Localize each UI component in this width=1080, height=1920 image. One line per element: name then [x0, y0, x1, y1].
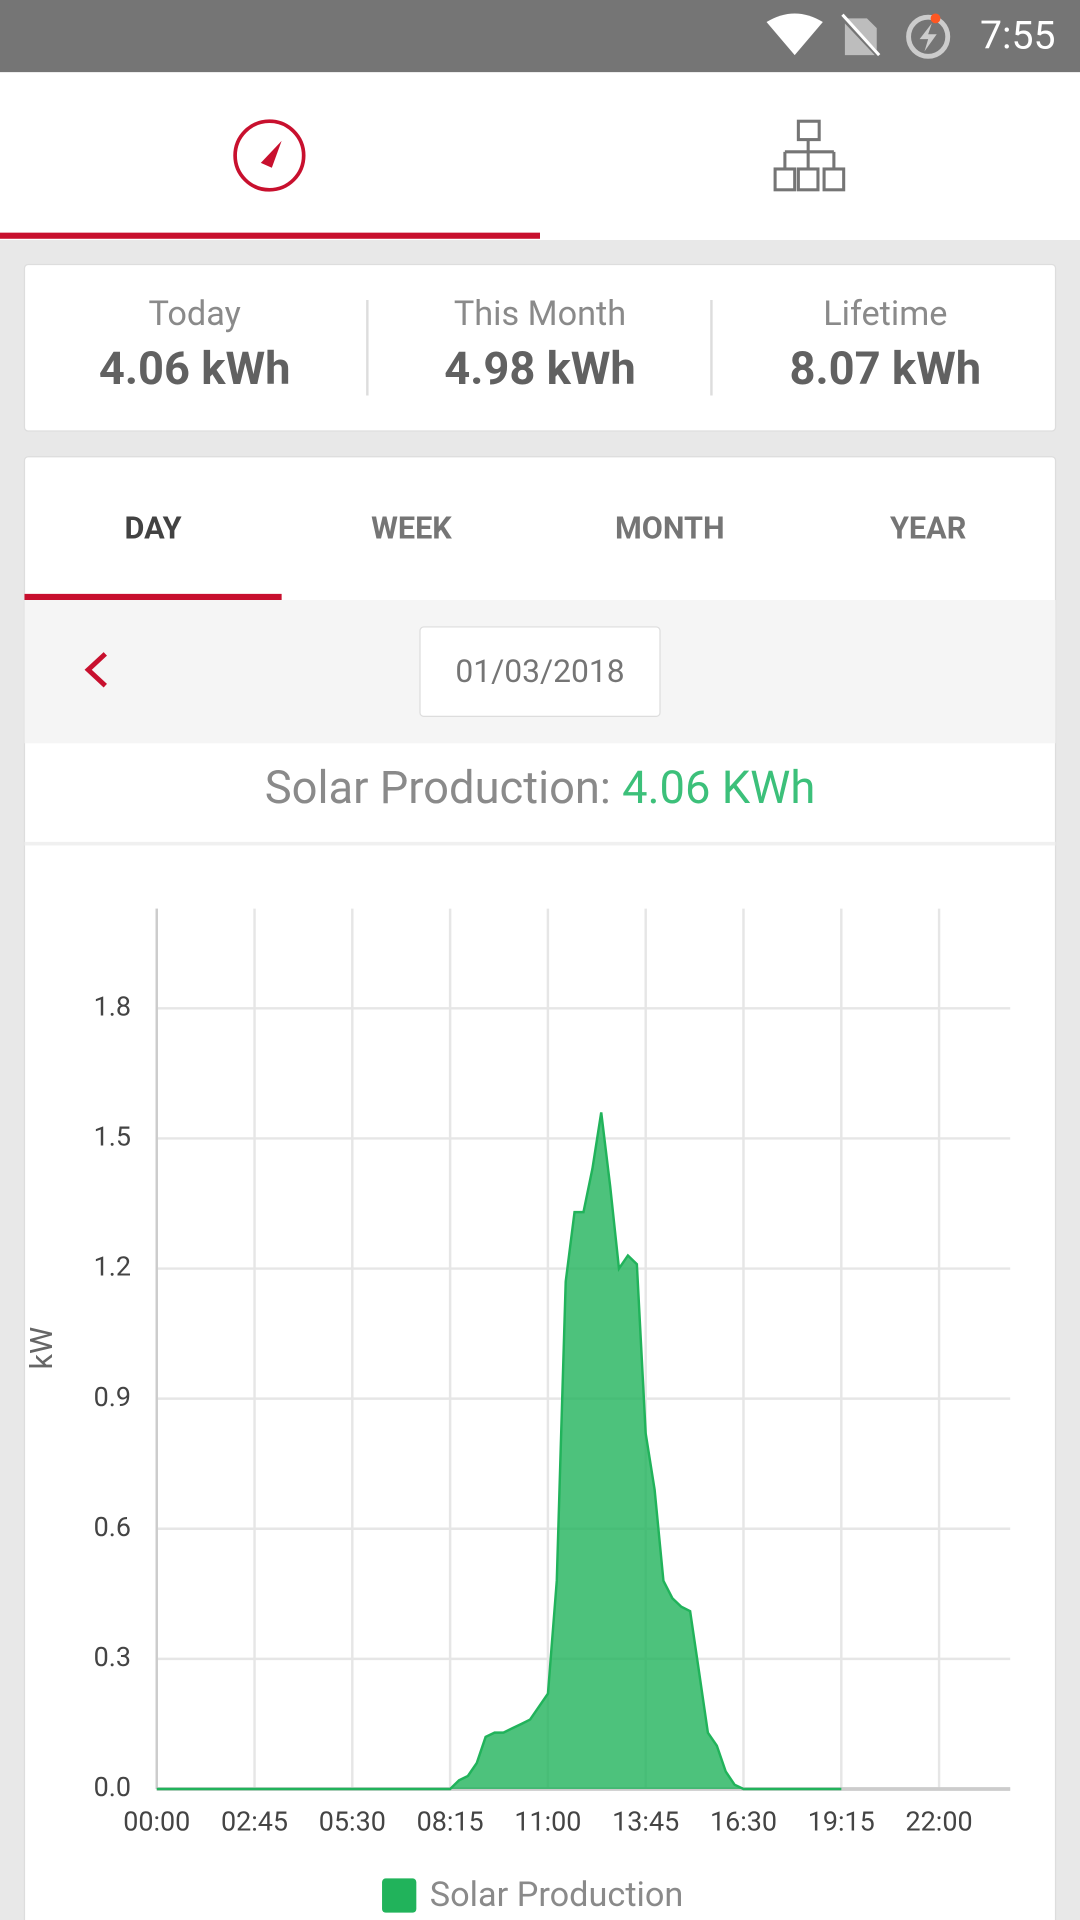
y-tick-label: 1.2 — [94, 1251, 131, 1283]
battery-icon — [906, 14, 951, 59]
x-tick-label: 13:45 — [612, 1805, 679, 1837]
layout-icon — [783, 139, 836, 169]
y-tick-label: 1.5 — [94, 1121, 131, 1153]
summary-card — [23, 263, 1057, 432]
y-tick-label: 0.9 — [94, 1381, 131, 1413]
y-tick-label: 0.3 — [94, 1641, 131, 1673]
status-bar — [0, 0, 1080, 73]
date-picker[interactable] — [419, 626, 661, 717]
x-tick-label: 02:45 — [221, 1805, 288, 1837]
chart-card — [23, 456, 1057, 1920]
period-tab[interactable]: MONTH — [615, 511, 725, 546]
x-tick-label: 08:15 — [417, 1805, 484, 1837]
battery-bolt — [919, 23, 937, 52]
production-value: 4.06 KWh — [622, 762, 815, 815]
layout-icon — [822, 167, 846, 192]
prev-button[interactable] — [84, 652, 107, 688]
legend-swatch — [382, 1878, 417, 1913]
wifi-icon — [766, 13, 823, 56]
layout-icon — [773, 167, 797, 192]
tab-indicator — [0, 232, 540, 239]
y-tick-label: 0.0 — [94, 1771, 131, 1803]
y-tick-label: 1.8 — [94, 990, 131, 1022]
period-tab[interactable]: DAY — [124, 511, 181, 546]
period-tab[interactable]: WEEK — [371, 511, 452, 546]
x-tick-label: 16:30 — [710, 1805, 777, 1837]
top-tab-bar — [0, 72, 1080, 240]
area — [156, 1112, 842, 1789]
period-tabs: DAY WEEK MONTH YEAR — [124, 511, 966, 546]
layout-tab[interactable] — [773, 119, 846, 192]
x-tick-label: 05:30 — [319, 1805, 386, 1837]
date-text: 01/03/2018 — [455, 652, 624, 690]
chart: 0.0 0.3 0.6 0.9 1.2 1.5 1.8 00:00 02:45 05:30 08:1… — [94, 908, 1011, 1915]
gauge-needle — [260, 140, 282, 168]
production-label: Solar Production: — [265, 762, 611, 815]
sim-slash — [841, 13, 881, 57]
y-tick-label: 0.6 — [94, 1511, 131, 1543]
period-tab[interactable]: YEAR — [890, 511, 966, 546]
production-summary: Solar Production: 4.06 KWh — [265, 762, 816, 815]
summary-group: Today 4.06 kWh This Month 4.98 kWh Lifetime 8… — [99, 294, 981, 396]
x-tick-label: 22:00 — [906, 1805, 973, 1837]
summary-value: 4.06 kWh — [99, 343, 291, 396]
legend-label: Solar Production — [430, 1875, 684, 1915]
x-tick-label: 11:00 — [514, 1805, 581, 1837]
gauge-icon — [233, 119, 306, 192]
period-indicator — [24, 593, 282, 600]
summary-value: 8.07 kWh — [790, 343, 982, 396]
x-tick-label: 19:15 — [808, 1805, 875, 1837]
summary-label: This Month — [454, 294, 626, 334]
dashboard-tab[interactable] — [233, 119, 306, 192]
summary-label: Lifetime — [823, 294, 947, 334]
summary-value: 4.98 kWh — [444, 343, 636, 396]
battery-dot — [930, 13, 941, 24]
x-tick-label: 00:00 — [123, 1805, 190, 1837]
line — [156, 1112, 842, 1791]
status-time: 7:55 — [980, 12, 1056, 58]
y-axis-title: kW — [25, 1327, 60, 1370]
summary-label: Today — [149, 294, 241, 334]
layout-icon — [796, 167, 820, 192]
